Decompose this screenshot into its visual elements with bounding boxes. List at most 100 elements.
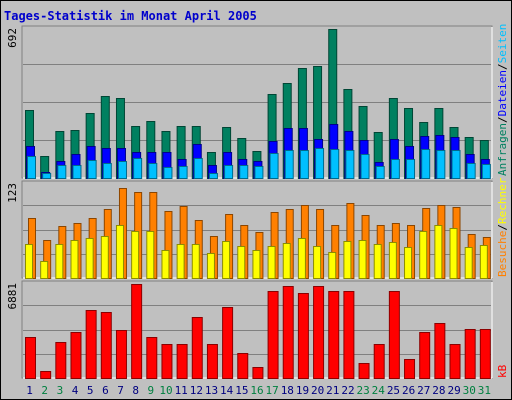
bar-rechner-day-30	[464, 247, 473, 279]
bar-seiten-day-11	[178, 166, 188, 179]
bar-seiten-day-28	[436, 150, 446, 179]
x-tick-label-day-4: 4	[72, 384, 79, 397]
bar-kb-day-23	[358, 363, 370, 379]
x-tick-label-day-19: 19	[296, 384, 309, 397]
bar-kb-day-10	[161, 344, 173, 379]
bar-kb-day-3	[55, 342, 67, 379]
x-tick-label-day-13: 13	[205, 384, 218, 397]
bar-kb-day-31	[479, 329, 491, 379]
bar-rechner-day-24	[373, 244, 382, 279]
bar-seiten-day-23	[360, 154, 370, 179]
bar-kb-day-26	[404, 359, 416, 379]
bar-rechner-day-6	[100, 236, 109, 279]
bar-kb-day-16	[252, 367, 264, 379]
bar-rechner-day-8	[131, 231, 140, 279]
x-tick-label-day-11: 11	[175, 384, 188, 397]
bar-kb-day-30	[464, 329, 476, 379]
bar-rechner-day-2	[40, 261, 49, 279]
x-tick-label-day-9: 9	[148, 384, 155, 397]
legend-visits-part: Rechner	[496, 177, 509, 224]
bar-kb-day-9	[146, 337, 158, 379]
bar-seiten-day-13	[208, 173, 218, 179]
bar-rechner-day-29	[449, 228, 458, 279]
bar-kb-day-13	[206, 344, 218, 379]
x-tick-label-day-29: 29	[447, 384, 460, 397]
bar-seiten-day-29	[451, 150, 461, 179]
legend-hits-part: /	[496, 116, 509, 123]
bar-rechner-day-25	[388, 242, 397, 279]
bar-rechner-day-13	[206, 253, 215, 279]
bar-rechner-day-28	[434, 225, 443, 279]
bar-seiten-day-10	[163, 167, 173, 179]
legend-hits-part: Seiten	[496, 24, 509, 64]
bar-kb-day-1	[25, 337, 36, 379]
bar-seiten-day-19	[299, 150, 309, 179]
x-tick-label-day-12: 12	[190, 384, 203, 397]
bar-rechner-day-18	[282, 243, 291, 279]
legend-traffic-part: kB	[496, 364, 509, 378]
x-tick-label-day-6: 6	[102, 384, 109, 397]
x-tick-label-day-1: 1	[26, 384, 33, 397]
bar-rechner-day-11	[176, 244, 185, 279]
x-tick-label-day-18: 18	[281, 384, 294, 397]
bar-rechner-day-20	[313, 246, 322, 279]
legend-hits-part: Dateien	[496, 70, 509, 116]
bar-seiten-day-5	[87, 160, 97, 179]
x-tick-label-day-24: 24	[372, 384, 386, 397]
x-tick-label-day-14: 14	[220, 384, 234, 397]
bar-seiten-day-21	[330, 149, 340, 179]
bar-kb-day-20	[313, 286, 325, 379]
bar-kb-day-17	[267, 291, 279, 379]
legend-traffic: kB	[496, 364, 509, 378]
legend-visits-part: /	[496, 224, 509, 231]
bar-seiten-day-14	[224, 165, 234, 179]
bar-rechner-day-10	[161, 250, 170, 279]
bar-kb-day-11	[176, 344, 188, 379]
bar-seiten-day-1	[27, 156, 36, 179]
bar-rechner-day-26	[404, 247, 413, 279]
x-tick-label-day-7: 7	[117, 384, 124, 397]
bar-rechner-day-12	[191, 244, 200, 279]
panel-traffic-max-label: 6881	[6, 283, 19, 310]
bar-seiten-day-3	[57, 165, 67, 179]
bar-rechner-day-21	[328, 252, 337, 279]
x-tick-label-day-20: 20	[311, 384, 324, 397]
x-tick-label-day-2: 2	[41, 384, 48, 397]
x-tick-label-day-23: 23	[357, 384, 370, 397]
bar-kb-day-18	[282, 286, 294, 379]
bar-rechner-day-3	[55, 244, 64, 279]
x-tick-label-day-5: 5	[87, 384, 94, 397]
legend-visits: Besuche/Rechner	[496, 177, 509, 277]
x-tick-label-day-10: 10	[159, 384, 172, 397]
x-tick-label-day-15: 15	[235, 384, 248, 397]
bar-seiten-day-30	[466, 163, 476, 179]
bar-seiten-day-24	[375, 166, 385, 179]
x-tick-label-day-17: 17	[266, 384, 279, 397]
panel-hits-max-label: 692	[6, 28, 19, 48]
chart-title: Tages-Statistik im Monat April 2005	[4, 9, 257, 23]
bar-rechner-day-23	[358, 240, 367, 279]
x-tick-label-day-30: 30	[463, 384, 476, 397]
bar-seiten-day-12	[193, 158, 203, 179]
bar-rechner-day-1	[25, 244, 33, 279]
bar-rechner-day-22	[343, 241, 352, 279]
bar-seiten-day-9	[148, 163, 158, 179]
legend-visits-part: Besuche	[496, 231, 509, 277]
bar-kb-day-15	[237, 353, 249, 379]
bar-seiten-day-22	[345, 150, 355, 179]
legend-hits: Anfragen/Dateien/Seiten	[496, 24, 509, 176]
bar-seiten-day-20	[315, 148, 325, 179]
panel-visits-max-label: 123	[6, 183, 19, 203]
x-tick-label-day-25: 25	[387, 384, 400, 397]
bar-rechner-day-17	[267, 246, 276, 279]
bar-kb-day-14	[222, 307, 234, 379]
bar-rechner-day-9	[146, 231, 155, 279]
bar-seiten-day-16	[254, 166, 264, 179]
x-tick-label-day-31: 31	[478, 384, 491, 397]
bar-kb-day-4	[70, 332, 82, 379]
legend-hits-part: /	[496, 63, 509, 70]
bar-rechner-day-16	[252, 250, 261, 279]
x-tick-label-day-28: 28	[432, 384, 445, 397]
